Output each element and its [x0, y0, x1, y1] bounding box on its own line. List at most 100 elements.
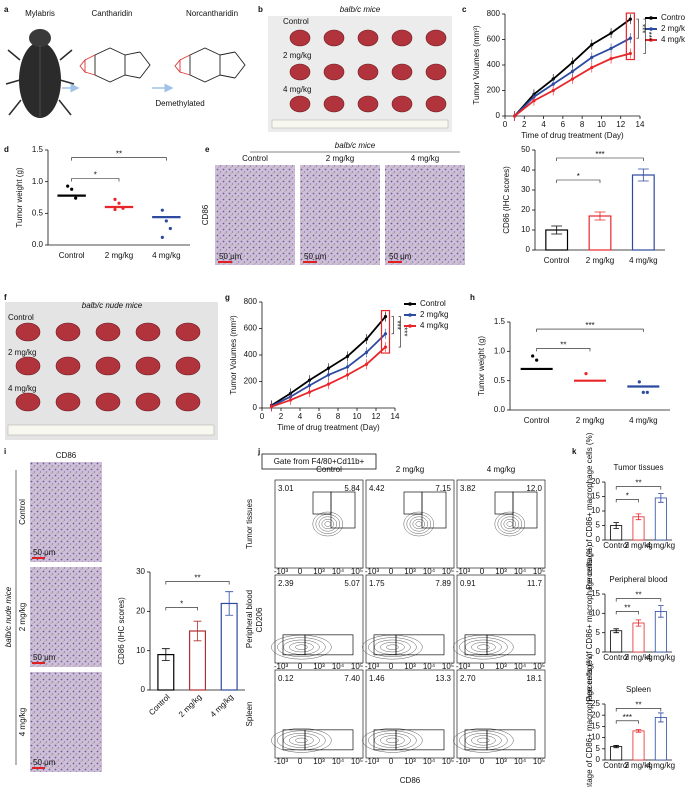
flow-tick: 10⁵ — [442, 567, 454, 576]
flow-tick: 10⁵ — [351, 662, 363, 671]
point — [513, 114, 517, 118]
legend-swatch — [649, 27, 653, 31]
x-tick-label: 4 mg/kg — [629, 256, 657, 265]
scale-bar — [303, 261, 317, 263]
row-label: 4 mg/kg — [18, 708, 27, 736]
ruler — [271, 119, 449, 129]
row-label: Control — [18, 499, 27, 525]
error-bar — [635, 513, 642, 521]
group-label: 4 mg/kg — [283, 85, 311, 94]
group-label: 2 mg/kg — [8, 348, 36, 357]
y-tick-label: 25 — [591, 699, 600, 708]
sig-bracket — [615, 611, 639, 615]
bar — [654, 717, 667, 761]
contour — [362, 728, 423, 753]
compound-label: Mylabris — [25, 9, 55, 18]
point — [551, 77, 555, 81]
bar — [631, 174, 655, 251]
contour — [283, 639, 320, 655]
quadrant-value: 3.01 — [278, 484, 294, 493]
flow-tick: 0 — [298, 662, 303, 671]
panel-letter: k — [572, 447, 577, 456]
flow-tick: 0 — [480, 757, 485, 766]
error-bar — [635, 729, 642, 733]
contour — [500, 516, 519, 532]
sig-bracket — [536, 348, 591, 352]
row-title: balb/c nude mice — [4, 586, 13, 647]
y-axis-label: Percentage of CD86+ macrophage cells (%) — [585, 432, 594, 589]
contour — [471, 642, 496, 653]
quadrant-value: 5.84 — [344, 484, 360, 493]
contour — [374, 639, 411, 655]
point — [288, 398, 293, 402]
flow-tick: 0 — [298, 757, 303, 766]
point — [383, 332, 388, 336]
column-label: Control — [316, 465, 342, 474]
bar — [220, 602, 238, 691]
quadrant-value: 0.91 — [460, 579, 476, 588]
gate — [330, 491, 356, 529]
axis-label: CD206 — [255, 607, 264, 632]
x-tick-label: 10 — [597, 120, 606, 129]
point — [383, 314, 388, 319]
flow-tick: -10³ — [274, 757, 289, 766]
gate — [486, 634, 536, 656]
sig-bracket — [165, 607, 198, 611]
legend-swatch — [408, 302, 412, 306]
point — [307, 390, 312, 394]
flow-tick: 10⁵ — [351, 757, 363, 766]
y-axis-label: Tumor weight (g) — [477, 336, 486, 397]
sig-label: ** — [116, 150, 122, 159]
flow-tick: 10³ — [313, 567, 325, 576]
flow-tick: 10⁴ — [332, 662, 345, 671]
point — [345, 354, 350, 358]
contour — [412, 519, 425, 530]
point — [637, 380, 641, 384]
sig-label: * — [626, 492, 629, 501]
contour — [477, 644, 490, 650]
x-tick-label: 2 — [279, 412, 284, 421]
contour — [380, 735, 405, 746]
ihc-images — [215, 151, 465, 265]
y-tick-label: 200 — [487, 86, 501, 95]
flow-tick: 0 — [298, 567, 303, 576]
image-title: balb/c mice — [335, 141, 376, 150]
point — [628, 51, 632, 56]
point — [113, 207, 117, 212]
point — [345, 373, 350, 377]
tumor — [391, 63, 413, 81]
tumor — [357, 95, 379, 113]
x-tick-label: Control — [59, 251, 85, 260]
y-tick-label: 0 — [596, 535, 601, 544]
highlight-box — [625, 12, 635, 61]
flow-tick: -10³ — [456, 757, 471, 766]
group-label: 2 mg/kg — [283, 51, 311, 60]
sig-label: *** — [585, 321, 594, 330]
y-tick-label: 10 — [591, 608, 600, 617]
contour — [289, 735, 314, 746]
y-tick-label: 0.0 — [494, 405, 506, 414]
point — [532, 99, 536, 103]
flow-tick: 10³ — [495, 662, 507, 671]
point — [609, 31, 613, 35]
y-tick-label: 600 — [244, 324, 258, 333]
flow-tick: 0 — [389, 567, 394, 576]
point — [307, 378, 312, 382]
point — [168, 226, 172, 231]
sig-label: ** — [624, 604, 630, 613]
compound-label: Cantharidin — [92, 9, 133, 18]
flow-tick: 10⁴ — [332, 757, 345, 766]
y-tick-label: 20 — [136, 606, 145, 615]
error-bar — [594, 211, 606, 221]
x-tick-label: 4 mg/kg — [647, 653, 675, 662]
contour — [494, 511, 525, 537]
row-label: CD86 — [201, 204, 210, 225]
quadrant-value: 11.7 — [527, 579, 543, 588]
error-bar — [658, 493, 664, 503]
quadrant-value: 2.39 — [278, 579, 294, 588]
point — [113, 197, 117, 201]
point — [641, 390, 645, 394]
x-tick-label: 0 — [260, 412, 265, 421]
flow-tick: 10³ — [404, 757, 416, 766]
y-axis-label: Percentage of CD86+ macrophage cells (%) — [585, 653, 594, 787]
